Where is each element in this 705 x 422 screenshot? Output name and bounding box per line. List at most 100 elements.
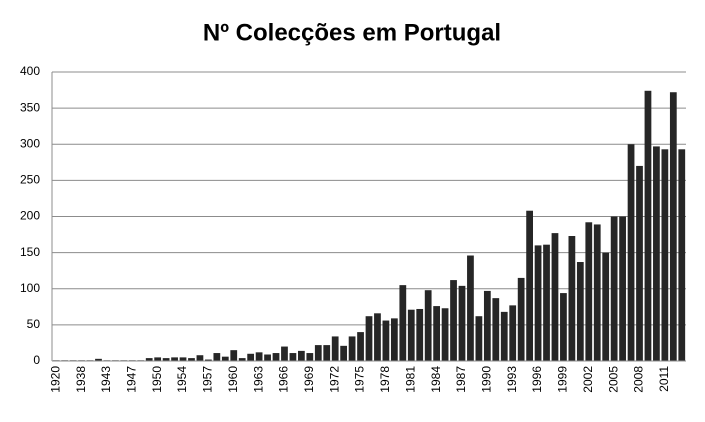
bar bbox=[382, 320, 390, 361]
bar bbox=[306, 353, 314, 361]
bar bbox=[450, 280, 457, 361]
y-tick-label: 150 bbox=[20, 245, 40, 259]
bar bbox=[534, 245, 542, 361]
bar bbox=[331, 336, 339, 361]
bar bbox=[272, 353, 280, 361]
bar bbox=[145, 358, 153, 361]
bar bbox=[374, 313, 381, 361]
bar bbox=[221, 356, 229, 361]
bar bbox=[492, 298, 500, 361]
x-tick-label: 1963 bbox=[251, 366, 265, 393]
bar bbox=[509, 305, 517, 361]
bar bbox=[568, 236, 576, 361]
bar bbox=[551, 233, 559, 361]
x-tick-label: 2011 bbox=[657, 366, 671, 392]
bar bbox=[416, 308, 424, 361]
y-tick-label: 200 bbox=[20, 209, 40, 223]
x-tick-label: 2005 bbox=[606, 366, 620, 393]
x-tick-label: 1975 bbox=[353, 366, 367, 393]
x-tick-label: 1969 bbox=[302, 366, 316, 393]
y-tick-label: 0 bbox=[33, 353, 40, 367]
x-tick-label: 1954 bbox=[175, 366, 189, 393]
bar bbox=[162, 358, 170, 361]
bar bbox=[483, 290, 491, 361]
x-tick-label: 1999 bbox=[556, 366, 570, 393]
bar bbox=[264, 354, 271, 361]
bar bbox=[500, 311, 508, 361]
x-tick-label: 1981 bbox=[403, 366, 417, 393]
x-tick-label: 1966 bbox=[277, 366, 291, 393]
bar bbox=[281, 346, 288, 361]
bar bbox=[179, 357, 187, 361]
bar bbox=[661, 149, 669, 361]
bar bbox=[154, 357, 162, 361]
bar bbox=[636, 165, 643, 361]
bar bbox=[314, 345, 322, 361]
bar bbox=[644, 90, 652, 361]
bar bbox=[255, 352, 263, 361]
x-tick-label: 1993 bbox=[505, 366, 519, 393]
bar bbox=[95, 358, 102, 361]
bar bbox=[230, 350, 238, 361]
bar bbox=[543, 244, 550, 361]
bar bbox=[678, 149, 686, 361]
bar bbox=[627, 144, 635, 361]
bar bbox=[619, 216, 626, 361]
bar bbox=[610, 216, 618, 361]
bar bbox=[323, 345, 331, 361]
x-tick-label: 1950 bbox=[150, 366, 164, 393]
bar bbox=[602, 252, 610, 361]
x-tick-label: 2002 bbox=[581, 366, 595, 393]
bar bbox=[171, 357, 178, 361]
bar bbox=[196, 355, 204, 361]
bar bbox=[357, 332, 364, 361]
bar bbox=[560, 293, 567, 361]
bar bbox=[526, 210, 533, 361]
bar bbox=[399, 285, 407, 361]
bar bbox=[289, 353, 297, 361]
y-tick-label: 50 bbox=[27, 317, 41, 331]
y-tick-label: 100 bbox=[20, 281, 40, 295]
y-tick-label: 350 bbox=[20, 100, 40, 114]
bar bbox=[348, 336, 356, 361]
bar bbox=[441, 308, 449, 361]
x-tick-label: 1972 bbox=[327, 366, 341, 393]
bar bbox=[297, 350, 305, 361]
y-tick-label: 400 bbox=[20, 64, 40, 78]
bar bbox=[340, 345, 348, 361]
y-tick-label: 250 bbox=[20, 173, 40, 187]
bar bbox=[247, 353, 255, 361]
bar bbox=[653, 146, 660, 361]
bar bbox=[365, 316, 373, 361]
x-tick-label: 1990 bbox=[480, 366, 494, 393]
x-tick-label: 1957 bbox=[201, 366, 215, 393]
bar bbox=[467, 255, 474, 361]
x-tick-label: 1947 bbox=[124, 366, 138, 393]
bar bbox=[390, 318, 398, 361]
x-tick-label: 1938 bbox=[74, 366, 88, 393]
bar bbox=[205, 359, 212, 361]
bar bbox=[593, 224, 601, 361]
bar bbox=[188, 358, 195, 361]
bar bbox=[213, 353, 221, 361]
x-tick-label: 1996 bbox=[530, 366, 544, 393]
bar bbox=[475, 316, 483, 361]
x-tick-label: 1920 bbox=[48, 366, 62, 393]
x-tick-label: 1984 bbox=[429, 366, 443, 393]
bar bbox=[576, 262, 584, 361]
x-tick-label: 2008 bbox=[632, 366, 646, 393]
x-tick-label: 1978 bbox=[378, 366, 392, 393]
bar bbox=[433, 306, 441, 361]
x-tick-label: 1943 bbox=[99, 366, 113, 393]
chart-title: Nº Colecções em Portugal bbox=[203, 19, 501, 46]
bar bbox=[424, 290, 432, 361]
bar bbox=[458, 285, 466, 361]
y-tick-label: 300 bbox=[20, 136, 40, 150]
bar bbox=[669, 92, 677, 361]
bar bbox=[238, 358, 246, 361]
x-tick-label: 1987 bbox=[454, 366, 468, 393]
bar bbox=[517, 277, 525, 361]
bar bbox=[585, 222, 593, 361]
bar bbox=[407, 309, 415, 361]
